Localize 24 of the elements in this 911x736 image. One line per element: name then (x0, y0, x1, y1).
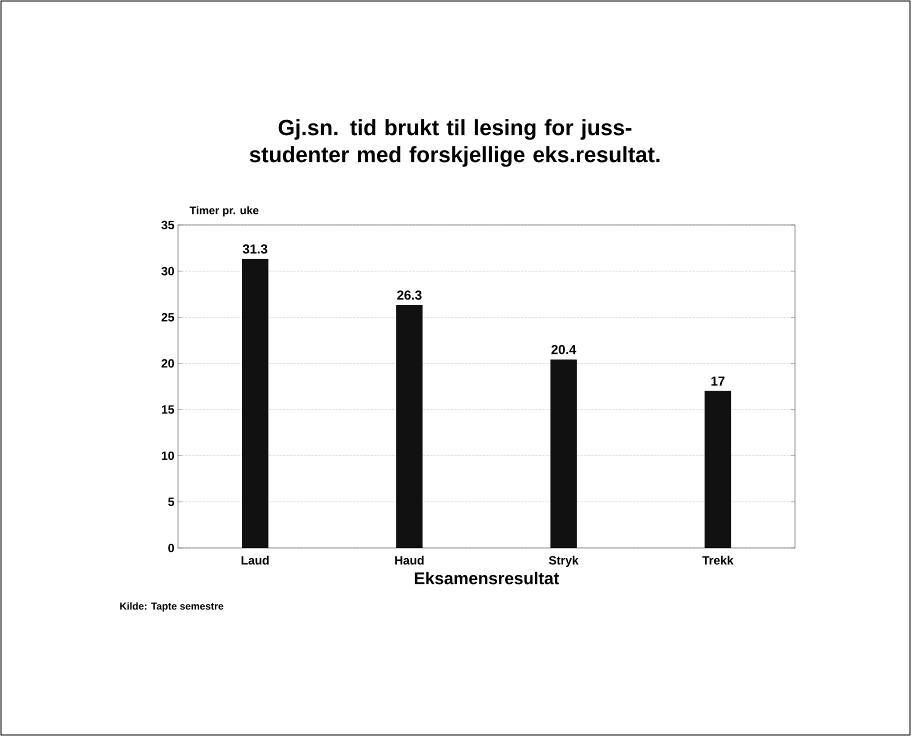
text: Kilde: Tapte semestre (120, 602, 224, 612)
y-tick-label: 25 (162, 313, 174, 322)
data-label: 31.3 (242, 244, 268, 254)
x-tick-label: Trekk (702, 556, 734, 565)
y-tick-label: 15 (162, 405, 174, 414)
chart-title: Gj.sn. tid brukt til lesing for juss-studenter med forskjellige eks.resultat. (250, 119, 660, 167)
bar (242, 258, 268, 548)
x-tick-label: Laud (242, 556, 269, 565)
y-tick-label: 10 (162, 451, 174, 460)
data-label: 17 (711, 376, 725, 386)
x-axis-title: Eksamensresultat (414, 572, 560, 584)
x-tick-label: Stryk (548, 556, 579, 567)
y-tick-label: 5 (168, 498, 174, 506)
y-tick-label: 35 (161, 220, 174, 230)
bar (396, 305, 423, 548)
bar (704, 390, 732, 548)
y-tick-label: 30 (161, 266, 174, 276)
data-label: 20.4 (551, 344, 576, 354)
y-axis-title: Timer pr. uke (190, 206, 258, 216)
bar (550, 360, 577, 548)
data-label: 26.3 (397, 290, 422, 300)
x-tick-label: Haud (395, 556, 424, 565)
y-tick-label: 20 (162, 359, 174, 368)
y-tick-label: 0 (168, 544, 174, 552)
